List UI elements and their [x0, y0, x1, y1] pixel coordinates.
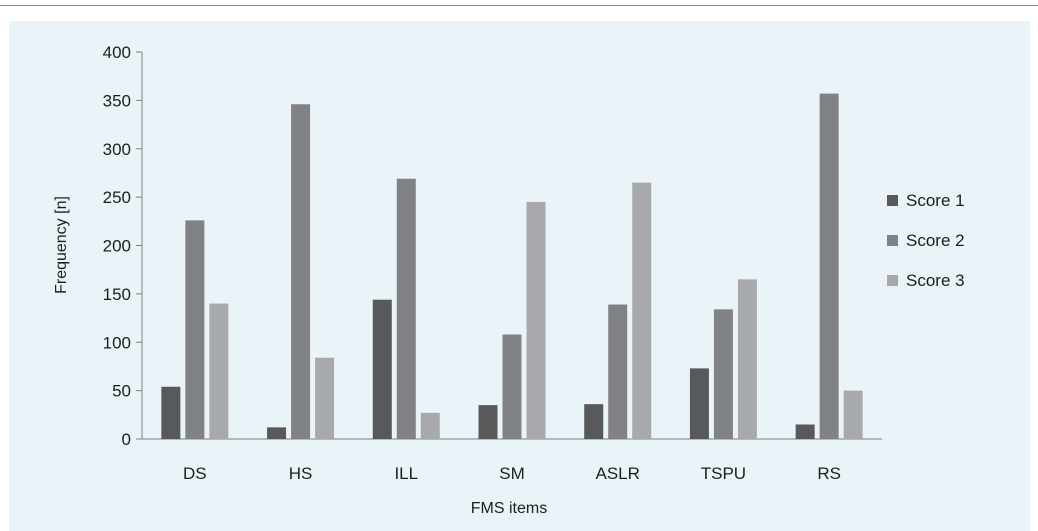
- x-axis-ticks: DS HS ILL SM ASLR TSPU RS: [183, 464, 841, 483]
- x-tick-label: DS: [183, 464, 207, 483]
- bar-ds-score-1: [161, 386, 181, 439]
- bar-hs-score-1: [267, 427, 287, 439]
- x-tick-label: HS: [289, 464, 313, 483]
- bar-rs-score-3: [843, 390, 863, 439]
- legend-swatch: [887, 195, 898, 206]
- y-tick-label: 350: [103, 91, 131, 110]
- bar-chart: 0 50 100 150 200 250 300 350 400 DS HS ILL SM ASLR TS…: [53, 43, 965, 517]
- x-tick-label: ILL: [394, 464, 418, 483]
- bar-rs-score-2: [819, 93, 839, 439]
- bar-ill-score-2: [396, 178, 416, 439]
- legend-label: Score 1: [906, 191, 965, 210]
- x-tick-label: ASLR: [596, 464, 640, 483]
- y-axis-ticks: 0 50 100 150 200 250 300 350 400: [103, 43, 142, 449]
- legend-swatch: [887, 275, 898, 286]
- bar-aslr-score-3: [632, 182, 652, 440]
- y-tick-label: 0: [122, 430, 131, 449]
- x-tick-label: TSPU: [701, 464, 746, 483]
- y-tick-label: 200: [103, 237, 131, 256]
- y-tick-label: 250: [103, 188, 131, 207]
- y-tick-label: 300: [103, 140, 131, 159]
- legend-label: Score 2: [906, 231, 965, 250]
- bar-sm-score-2: [502, 334, 522, 439]
- bar-tspu-score-1: [689, 368, 709, 439]
- bar-ill-score-3: [420, 412, 440, 439]
- bar-ill-score-1: [372, 299, 392, 439]
- y-tick-label: 50: [112, 382, 131, 401]
- bar-aslr-score-1: [584, 404, 604, 439]
- chart-panel: 0 50 100 150 200 250 300 350 400 DS HS ILL SM ASLR TS…: [9, 21, 1030, 531]
- chart-legend: Score 1 Score 2 Score 3: [887, 191, 965, 290]
- x-tick-label: SM: [499, 464, 525, 483]
- bar-hs-score-2: [291, 104, 311, 440]
- legend-label: Score 3: [906, 271, 965, 290]
- bar-tspu-score-3: [737, 279, 757, 439]
- x-tick-label: RS: [817, 464, 841, 483]
- top-divider: [0, 5, 1038, 6]
- chart-bars: [161, 93, 863, 440]
- legend-swatch: [887, 235, 898, 246]
- bar-sm-score-3: [526, 201, 546, 439]
- y-tick-label: 150: [103, 285, 131, 304]
- bar-hs-score-3: [315, 357, 335, 439]
- bar-ds-score-3: [209, 303, 229, 439]
- bar-sm-score-1: [478, 405, 498, 439]
- x-axis-title: FMS items: [471, 500, 547, 517]
- y-tick-label: 100: [103, 333, 131, 352]
- y-tick-label: 400: [103, 43, 131, 62]
- bar-tspu-score-2: [713, 309, 733, 439]
- y-axis-title: Frequency [n]: [53, 196, 70, 294]
- bar-aslr-score-2: [608, 304, 628, 439]
- bar-rs-score-1: [795, 424, 815, 439]
- bar-ds-score-2: [185, 220, 205, 439]
